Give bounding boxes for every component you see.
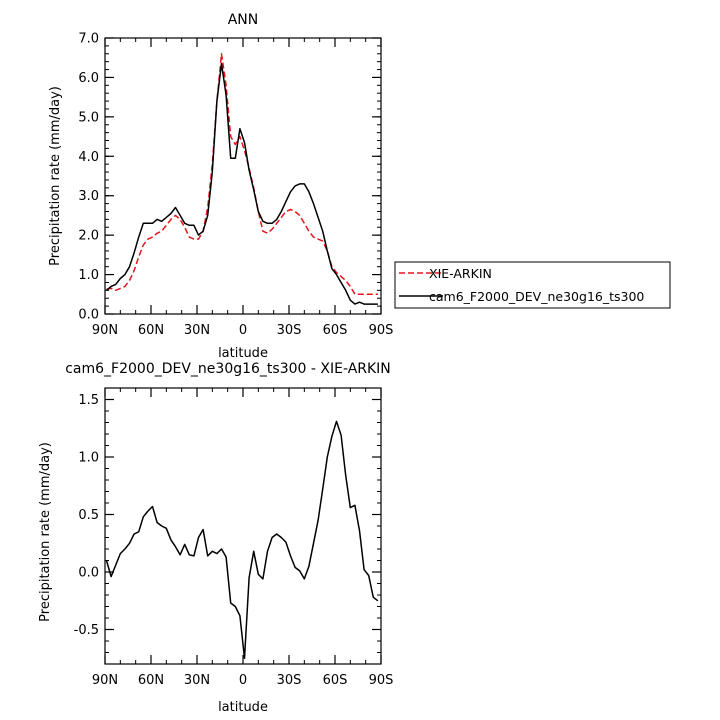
top-y-axis-label: Precipitation rate (mm/day) [48,86,63,266]
bottom-y-tick-label: 0.5 [78,508,99,523]
legend-label-xie-arkin: XIE-ARKIN [429,266,492,281]
bottom-x-axis-label: latitude [218,700,268,715]
top-y-tick-label: 4.0 [78,150,99,165]
top-x-tick-label: 60N [138,323,164,338]
top-title: ANN [228,12,259,28]
top-y-tick-label: 1.0 [78,268,99,283]
bottom-y-axis-label: Precipitation rate (mm/day) [38,442,53,622]
legend: XIE-ARKIN cam6_F2000_DEV_ne30g16_ts300 [394,261,671,309]
top-x-tick-label: 90S [369,323,394,338]
top-x-tick-label: 90N [92,323,118,338]
bottom-x-tick-label: 30N [184,673,210,688]
top-x-tick-label: 0 [239,323,247,338]
top-y-tick-label: 5.0 [78,110,99,125]
top-plot-frame [104,37,382,315]
bottom-x-tick-label: 60S [323,673,348,688]
top-x-tick-label: 60S [323,323,348,338]
bottom-y-tick-label: -0.5 [74,623,99,638]
top-series-line-1 [106,62,378,305]
bottom-x-tick-label: 30S [277,673,302,688]
bottom-title: cam6_F2000_DEV_ne30g16_ts300 - XIE-ARKIN [65,361,391,377]
top-y-tick-label: 6.0 [78,71,99,86]
legend-box [394,261,671,309]
top-x-tick-label: 30S [277,323,302,338]
bottom-x-tick-label: 60N [138,673,164,688]
top-x-tick-label: 30N [184,323,210,338]
bottom-series-line-0 [105,420,379,660]
bottom-x-tick-label: 0 [239,673,247,688]
bottom-y-tick-label: 1.0 [78,451,99,466]
bottom-y-tick-label: 0.0 [78,566,99,581]
top-y-tick-label: 0.0 [78,308,99,323]
top-series-line-0 [106,53,378,296]
legend-label-model: cam6_F2000_DEV_ne30g16_ts300 [429,289,644,304]
top-y-tick-label: 7.0 [78,32,99,47]
bottom-x-tick-label: 90S [369,673,394,688]
top-panel: ANN 0.0 1.0 2.0 3.0 4.0 5.0 6.0 7.0 90N 60N 30N 0 3… [48,12,671,361]
bottom-x-tick-label: 90N [92,673,118,688]
bottom-panel: cam6_F2000_DEV_ne30g16_ts300 - XIE-ARKIN… [38,361,393,715]
bottom-y-tick-label: 1.5 [78,393,99,408]
top-y-tick-label: 3.0 [78,189,99,204]
top-x-axis-label: latitude [218,346,268,361]
top-y-tick-label: 2.0 [78,229,99,244]
